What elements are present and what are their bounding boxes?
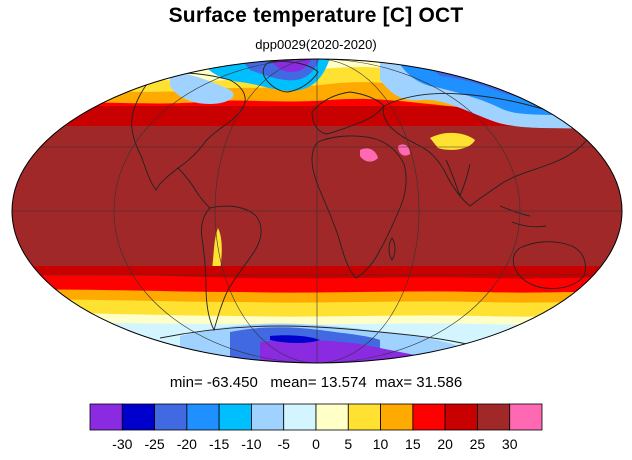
plot-subtitle: dpp0029(2020-2020) — [255, 37, 377, 52]
colorbar-tick-label: -15 — [209, 436, 230, 452]
coastlines — [131, 61, 607, 351]
max-value: 31.586 — [416, 374, 463, 391]
colorbar-swatch — [121, 403, 155, 431]
colorbar-swatch — [89, 403, 123, 431]
colorbar-swatch — [347, 403, 381, 431]
colorbar-tick-label: -10 — [241, 436, 262, 452]
colorbar-tick-label: 5 — [344, 436, 353, 452]
colorbar-tick-label: -20 — [176, 436, 197, 452]
min-label: min= — [169, 374, 203, 391]
colorbar-swatch — [154, 403, 188, 431]
graticule — [12, 59, 622, 363]
colorbar-swatch — [477, 403, 511, 431]
mean-label: mean= — [270, 374, 317, 391]
colorbar-swatch — [509, 403, 543, 431]
colorbar-tick-label: -5 — [277, 436, 290, 452]
canada-cold — [170, 70, 234, 104]
colorbar-tick-label: 30 — [501, 436, 518, 452]
sahara-hot — [360, 148, 378, 162]
colorbar-swatch — [315, 403, 349, 431]
colorbar-tick-label: 0 — [312, 436, 320, 452]
colorbar-swatch — [218, 403, 252, 431]
max-label: max= — [375, 374, 413, 391]
colorbar-swatch — [380, 403, 414, 431]
colorbar-swatch — [444, 403, 478, 431]
colorbar-tick-label: 20 — [437, 436, 453, 452]
colorbar-tick-label: -30 — [112, 436, 133, 452]
plot-title: Surface temperature [C] OCT — [168, 4, 464, 27]
colorbar-tick-label: -25 — [144, 436, 165, 452]
colorbar-tick-label: 25 — [469, 436, 486, 452]
min-value: -63.450 — [206, 374, 258, 391]
mean-value: 13.574 — [320, 374, 367, 391]
antarctica-navy — [270, 335, 320, 343]
colorbar-swatch — [186, 403, 220, 431]
tibet — [430, 132, 475, 150]
colorbar-swatch — [251, 403, 285, 431]
map-border — [11, 58, 623, 364]
colorbar-swatch — [283, 403, 317, 431]
colorbar-tick-label: 10 — [372, 436, 389, 452]
stats-line: min= -63.450 mean= 13.574 max= 31.586 — [0, 374, 632, 391]
colorbar-tick-label: 15 — [405, 436, 421, 452]
colorbar-swatch — [412, 403, 446, 431]
